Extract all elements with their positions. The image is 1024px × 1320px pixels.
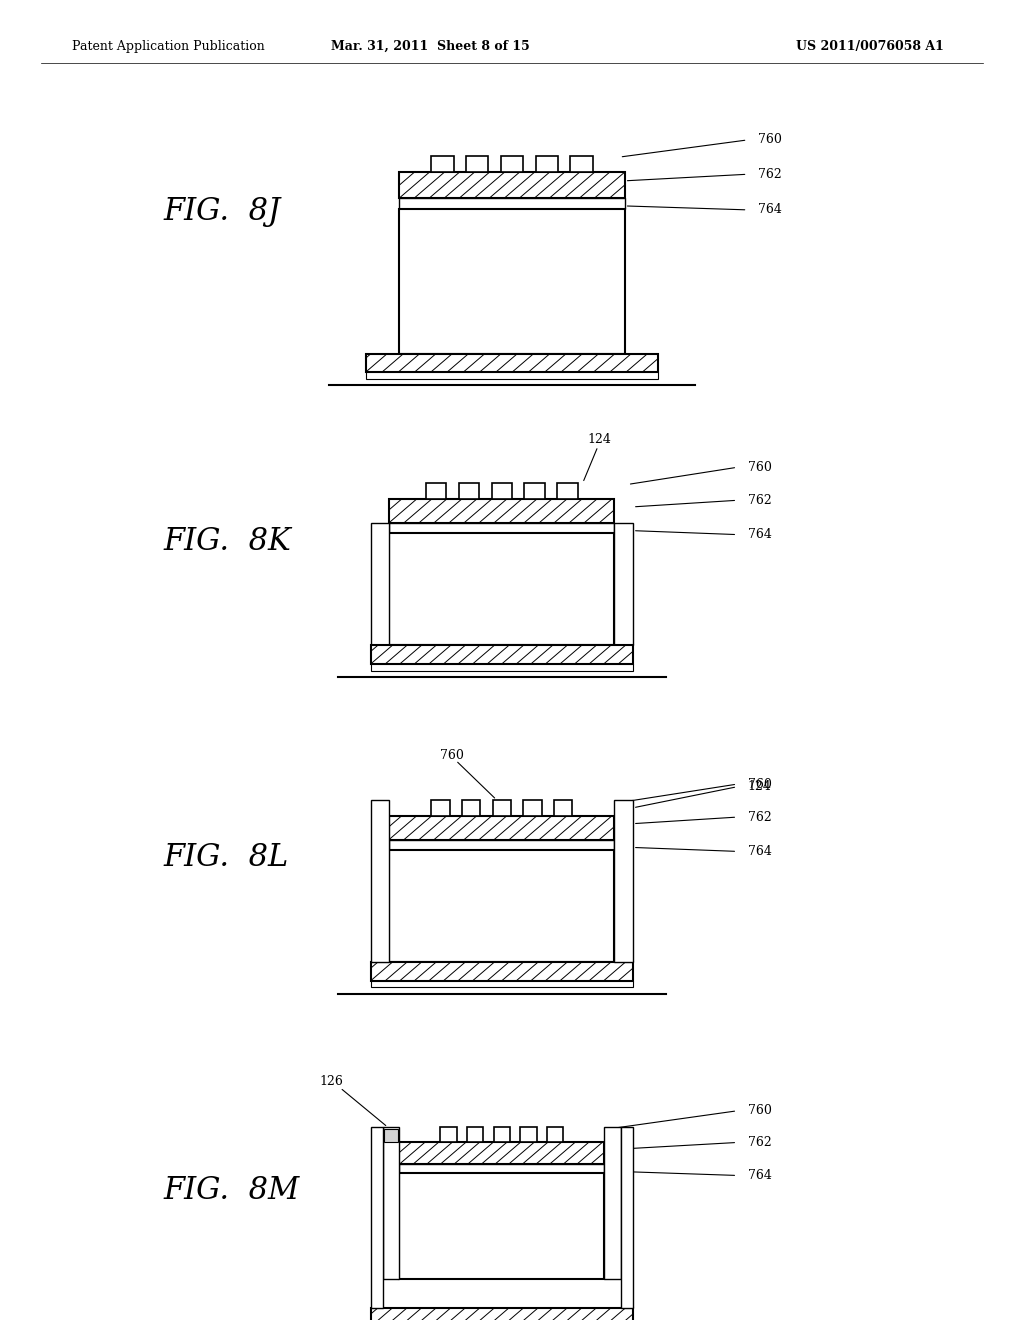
Bar	[604, 1127, 621, 1279]
Bar	[523, 800, 542, 816]
Bar	[621, 1127, 633, 1308]
Bar	[536, 156, 558, 172]
Text: 762: 762	[748, 1137, 771, 1148]
Bar	[389, 499, 614, 523]
Text: 760: 760	[440, 748, 464, 762]
Text: US 2011/0076058 A1: US 2011/0076058 A1	[797, 40, 944, 53]
Text: Mar. 31, 2011  Sheet 8 of 15: Mar. 31, 2011 Sheet 8 of 15	[331, 40, 529, 53]
Text: FIG.  8J: FIG. 8J	[164, 195, 282, 227]
Bar	[494, 1127, 510, 1142]
Text: 126: 126	[319, 1074, 343, 1088]
Text: 760: 760	[748, 461, 771, 474]
Bar	[399, 172, 625, 198]
Text: 762: 762	[748, 810, 771, 824]
Text: 764: 764	[748, 528, 771, 541]
Text: 124: 124	[748, 780, 771, 793]
Bar	[371, 1308, 633, 1320]
Bar	[501, 156, 523, 172]
Bar	[492, 483, 512, 499]
Bar	[371, 962, 633, 981]
Bar	[466, 156, 488, 172]
Bar	[614, 800, 633, 962]
Bar	[371, 664, 633, 671]
Bar	[383, 1127, 399, 1279]
Bar	[399, 1173, 604, 1279]
Bar	[570, 156, 593, 172]
Bar	[371, 800, 389, 962]
Text: 764: 764	[748, 1170, 771, 1181]
Bar	[459, 483, 479, 499]
Bar	[371, 1127, 383, 1308]
Bar	[431, 800, 450, 816]
Text: 760: 760	[748, 777, 771, 791]
Text: 760: 760	[758, 133, 781, 147]
Bar	[467, 1127, 483, 1142]
Bar	[389, 523, 614, 533]
Bar	[389, 850, 614, 962]
Bar	[366, 372, 658, 379]
Bar	[389, 816, 614, 840]
Bar	[547, 1127, 563, 1142]
Text: 124: 124	[588, 433, 611, 446]
Bar	[399, 1142, 604, 1164]
Text: Patent Application Publication: Patent Application Publication	[72, 40, 264, 53]
Bar	[426, 483, 446, 499]
Text: 762: 762	[748, 494, 771, 507]
Bar	[399, 1164, 604, 1173]
Bar	[554, 800, 572, 816]
Bar	[371, 981, 633, 987]
Bar	[493, 800, 511, 816]
Bar	[431, 156, 454, 172]
Bar	[371, 645, 633, 664]
Text: 760: 760	[748, 1105, 771, 1117]
Bar	[389, 533, 614, 645]
Text: FIG.  8K: FIG. 8K	[164, 525, 292, 557]
Text: 762: 762	[758, 168, 781, 181]
Bar	[384, 1130, 398, 1142]
Bar	[524, 483, 545, 499]
Text: FIG.  8M: FIG. 8M	[164, 1175, 300, 1206]
Bar	[371, 523, 389, 645]
Bar	[389, 840, 614, 850]
Bar	[440, 1127, 457, 1142]
Bar	[366, 354, 658, 372]
Text: 764: 764	[748, 845, 771, 858]
Bar	[399, 209, 625, 354]
Bar	[462, 800, 480, 816]
Bar	[614, 523, 633, 645]
Bar	[557, 483, 578, 499]
Bar	[399, 198, 625, 209]
Text: FIG.  8L: FIG. 8L	[164, 842, 289, 874]
Text: 764: 764	[758, 203, 781, 216]
Bar	[520, 1127, 537, 1142]
